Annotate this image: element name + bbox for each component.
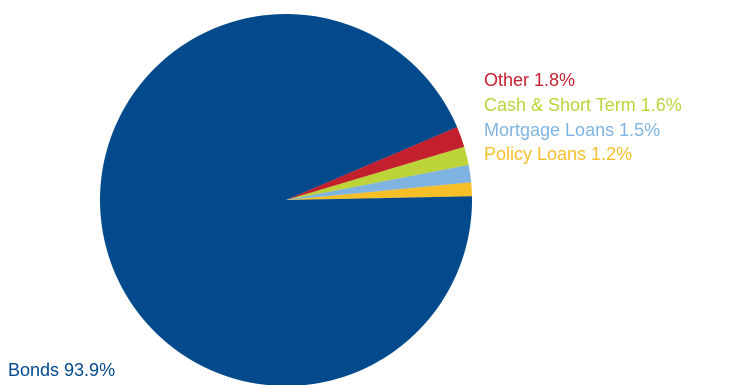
slice-other xyxy=(286,127,465,200)
label-cash-short-term: Cash & Short Term 1.6% xyxy=(484,95,682,115)
label-other: Other 1.8% xyxy=(484,70,575,90)
label-bonds: Bonds 93.9% xyxy=(8,360,115,380)
slice-mortgage-loans xyxy=(286,164,472,200)
pie-slices xyxy=(100,14,472,385)
slice-policy-loans xyxy=(286,182,472,200)
label-mortgage-loans: Mortgage Loans 1.5% xyxy=(484,120,660,140)
label-policy-loans: Policy Loans 1.2% xyxy=(484,144,632,164)
slice-bonds xyxy=(100,14,472,385)
slice-cash-short-term xyxy=(286,146,469,200)
